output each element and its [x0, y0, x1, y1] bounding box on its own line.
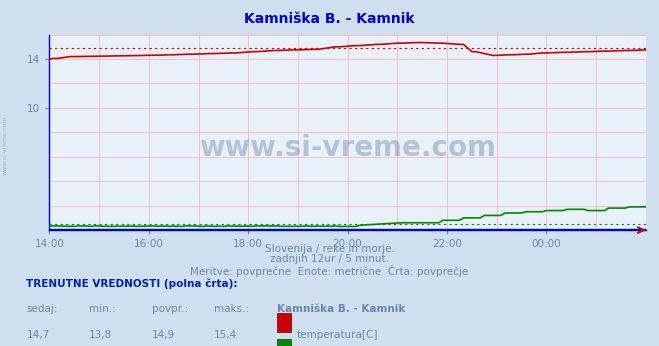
Text: 14,7: 14,7	[26, 330, 49, 340]
Text: sedaj:: sedaj:	[26, 304, 58, 315]
Text: www.si-vreme.com: www.si-vreme.com	[199, 134, 496, 162]
Text: 15,4: 15,4	[214, 330, 237, 340]
Text: Kamniška B. - Kamnik: Kamniška B. - Kamnik	[277, 304, 405, 315]
Text: TRENUTNE VREDNOSTI (polna črta):: TRENUTNE VREDNOSTI (polna črta):	[26, 279, 238, 289]
Text: www.si-vreme.com: www.si-vreme.com	[3, 116, 8, 175]
Text: 14,9: 14,9	[152, 330, 175, 340]
Text: Slovenija / reke in morje.: Slovenija / reke in morje.	[264, 244, 395, 254]
Text: min.:: min.:	[89, 304, 116, 315]
Text: temperatura[C]: temperatura[C]	[297, 330, 378, 340]
Text: zadnjih 12ur / 5 minut.: zadnjih 12ur / 5 minut.	[270, 254, 389, 264]
Text: maks.:: maks.:	[214, 304, 249, 315]
Text: Meritve: povprečne  Enote: metrične  Črta: povprečje: Meritve: povprečne Enote: metrične Črta:…	[190, 265, 469, 277]
Text: povpr.:: povpr.:	[152, 304, 188, 315]
Text: 13,8: 13,8	[89, 330, 112, 340]
Text: Kamniška B. - Kamnik: Kamniška B. - Kamnik	[244, 12, 415, 26]
